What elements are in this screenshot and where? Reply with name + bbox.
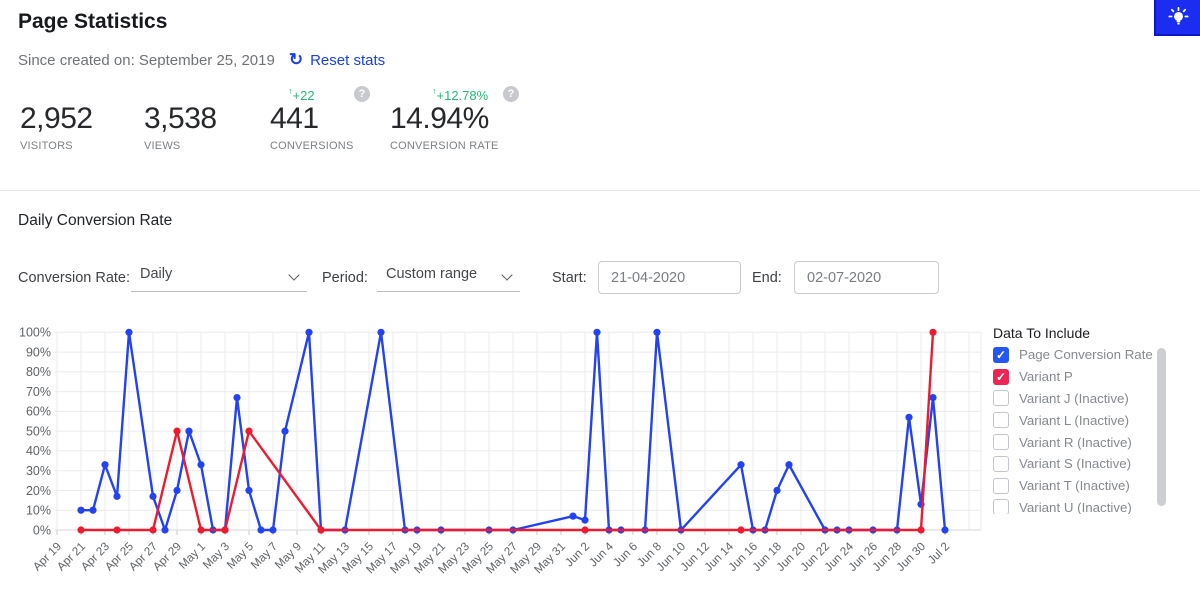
conversion-rate-help-icon[interactable] bbox=[503, 86, 519, 102]
chevron-down-icon bbox=[288, 269, 300, 281]
up-arrow-icon: ↑ bbox=[432, 86, 437, 96]
legend-checkbox[interactable] bbox=[993, 412, 1009, 429]
svg-text:May 3: May 3 bbox=[200, 540, 232, 572]
legend-item-label: Variant R (Inactive) bbox=[1019, 434, 1132, 450]
legend-item[interactable]: Variant L (Inactive) bbox=[993, 409, 1153, 431]
legend-title: Data To Include bbox=[993, 325, 1091, 341]
reset-stats-link[interactable]: Reset stats bbox=[310, 51, 386, 69]
legend-item-label: Variant U (Inactive) bbox=[1019, 499, 1132, 514]
legend-checkbox[interactable] bbox=[993, 499, 1009, 514]
svg-text:10%: 10% bbox=[26, 504, 51, 518]
svg-text:20%: 20% bbox=[26, 484, 51, 498]
section-divider bbox=[0, 190, 1200, 191]
svg-text:80%: 80% bbox=[26, 365, 51, 379]
legend-list: Page Conversion Rate Variant P Variant J (… bbox=[993, 344, 1153, 514]
page-title: Page Statistics bbox=[18, 10, 168, 33]
conversion-rate-select-label: Conversion Rate: bbox=[18, 270, 131, 286]
refresh-icon[interactable]: ↻ bbox=[288, 50, 304, 69]
chevron-down-icon bbox=[501, 269, 513, 281]
svg-text:Jul 2: Jul 2 bbox=[925, 540, 952, 567]
legend-item[interactable]: Page Conversion Rate bbox=[993, 344, 1153, 366]
start-date-input[interactable] bbox=[598, 261, 741, 294]
legend-item[interactable]: Variant U (Inactive) bbox=[993, 497, 1153, 514]
lightbulb-icon bbox=[1166, 5, 1191, 30]
svg-text:Jun 4: Jun 4 bbox=[587, 540, 617, 570]
svg-text:Jun 2: Jun 2 bbox=[563, 540, 592, 569]
legend-checkbox[interactable] bbox=[993, 390, 1009, 407]
legend-item[interactable]: Variant P bbox=[993, 366, 1153, 388]
legend-checkbox[interactable] bbox=[993, 346, 1009, 363]
legend-item-label: Page Conversion Rate bbox=[1019, 347, 1153, 363]
legend-item[interactable]: Variant T (Inactive) bbox=[993, 475, 1153, 497]
svg-text:60%: 60% bbox=[26, 405, 51, 419]
legend-checkbox[interactable] bbox=[993, 477, 1009, 494]
conversion-rate-label: CONVERSION RATE bbox=[390, 140, 499, 152]
end-date-label: End: bbox=[752, 270, 782, 286]
tips-button[interactable] bbox=[1154, 0, 1200, 36]
svg-text:0%: 0% bbox=[33, 523, 51, 537]
legend-item[interactable]: Variant R (Inactive) bbox=[993, 431, 1153, 453]
legend-item-label: Variant J (Inactive) bbox=[1019, 390, 1129, 406]
conversions-label: CONVERSIONS bbox=[270, 140, 354, 152]
data-to-include-panel: Data To Include Page Conversion Rate Vari… bbox=[990, 320, 1195, 520]
svg-text:40%: 40% bbox=[26, 444, 51, 458]
legend-checkbox[interactable] bbox=[993, 434, 1009, 451]
up-arrow-icon: ↑ bbox=[288, 86, 293, 96]
conversions-value: 441 bbox=[270, 102, 319, 135]
svg-text:50%: 50% bbox=[26, 424, 51, 438]
conversion-rate-select[interactable]: Daily bbox=[131, 262, 307, 292]
views-label: VIEWS bbox=[144, 140, 181, 152]
chart-line-variant-p bbox=[79, 331, 935, 532]
svg-text:May 1: May 1 bbox=[176, 540, 208, 572]
start-date-label: Start: bbox=[552, 270, 587, 286]
period-selected-value: Custom range bbox=[386, 266, 478, 282]
end-date-input[interactable] bbox=[794, 261, 939, 294]
svg-text:100%: 100% bbox=[19, 326, 51, 340]
legend-item-label: Variant S (Inactive) bbox=[1019, 456, 1132, 472]
svg-text:30%: 30% bbox=[26, 464, 51, 478]
conversion-chart-svg: 0%10%20%30%40%50%60%70%80%90%100%Apr 19A… bbox=[19, 326, 982, 576]
conversion-rate-delta-badge: ↑+12.78% bbox=[432, 86, 489, 103]
legend-item[interactable]: Variant J (Inactive) bbox=[993, 388, 1153, 410]
conversion-rate-value: 14.94% bbox=[390, 102, 489, 135]
legend-item-label: Variant P bbox=[1019, 369, 1073, 385]
views-value: 3,538 bbox=[144, 102, 217, 135]
visitors-value: 2,952 bbox=[20, 102, 93, 135]
legend-item-label: Variant L (Inactive) bbox=[1019, 412, 1130, 428]
conversion-rate-selected-value: Daily bbox=[140, 266, 173, 282]
svg-text:Jun 6: Jun 6 bbox=[611, 540, 640, 569]
legend-scrollbar[interactable] bbox=[1157, 348, 1166, 506]
svg-text:May 7: May 7 bbox=[248, 540, 280, 572]
legend-checkbox[interactable] bbox=[993, 368, 1009, 385]
period-select[interactable]: Custom range bbox=[377, 262, 520, 292]
visitors-label: VISITORS bbox=[20, 140, 73, 152]
since-created-text: Since created on: September 25, 2019 bbox=[18, 51, 275, 69]
svg-text:90%: 90% bbox=[26, 345, 51, 359]
legend-checkbox[interactable] bbox=[993, 455, 1009, 472]
conversions-help-icon[interactable] bbox=[354, 86, 370, 102]
svg-text:70%: 70% bbox=[26, 385, 51, 399]
chart-section-heading: Daily Conversion Rate bbox=[18, 212, 173, 229]
legend-item[interactable]: Variant S (Inactive) bbox=[993, 453, 1153, 475]
period-select-label: Period: bbox=[322, 270, 368, 286]
conversions-delta-badge: ↑+22 bbox=[288, 86, 315, 103]
legend-item-label: Variant T (Inactive) bbox=[1019, 478, 1130, 494]
stats-row: 2,952 VISITORS 3,538 VIEWS ↑+22 441 CONV… bbox=[0, 86, 1200, 158]
